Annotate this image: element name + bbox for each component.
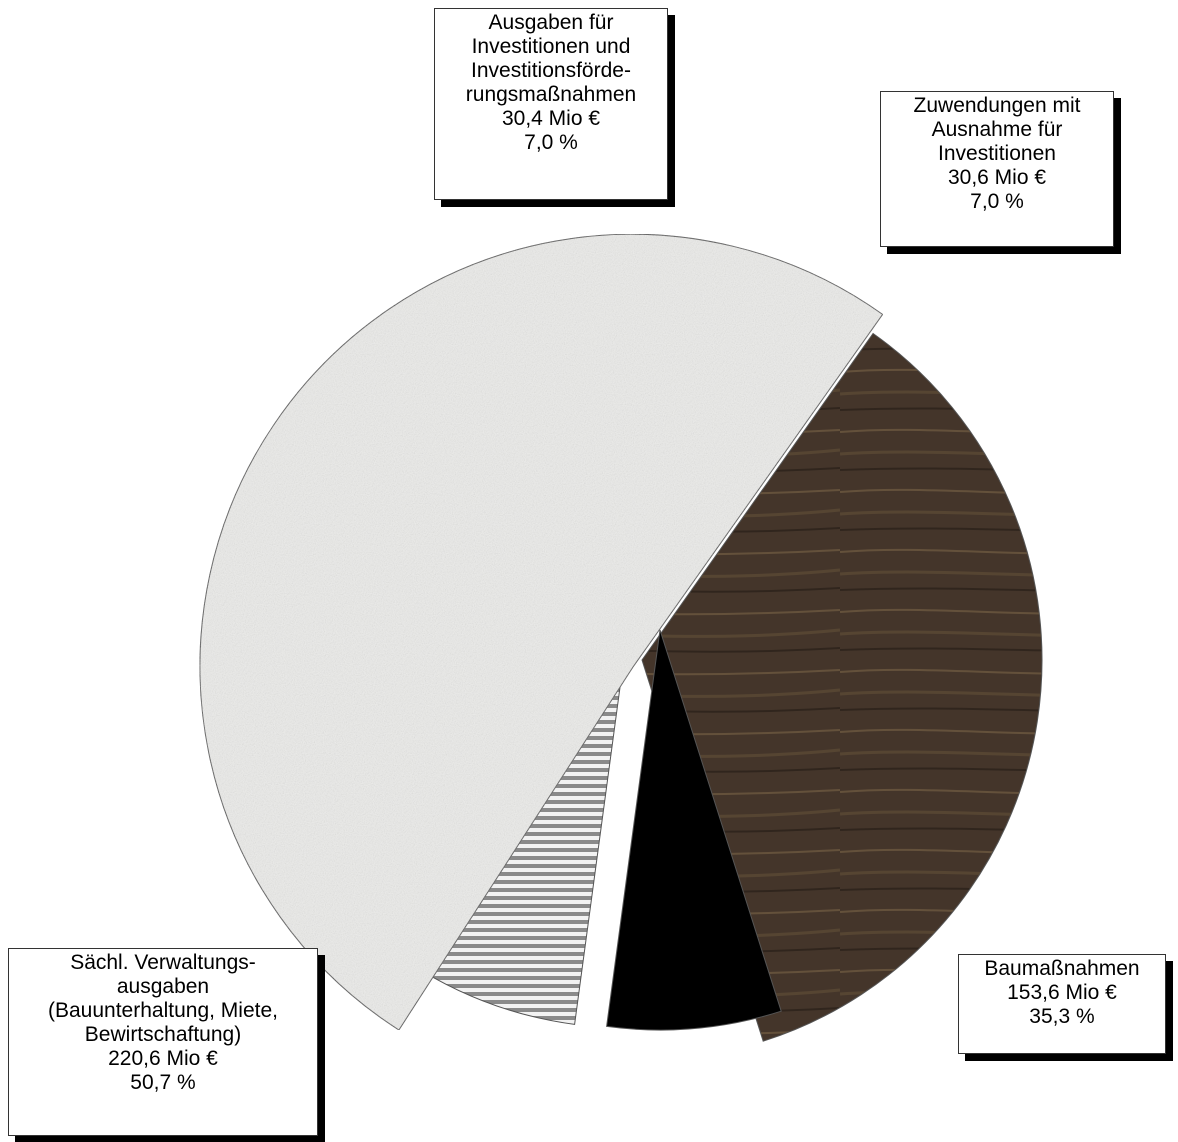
slice-label-text: (Bauunterhaltung, Miete, (48, 999, 278, 1022)
slice-label-baumassnahmen: Baumaßnahmen 153,6 Mio € 35,3 % (958, 954, 1166, 1054)
slice-value: 153,6 Mio € (1007, 981, 1117, 1004)
slice-label-text: Ausnahme für (931, 118, 1063, 141)
slice-label-text: Investitionsförde- (471, 59, 631, 82)
slice-label-text: Investitionen und (471, 35, 631, 58)
slice-percent: 50,7 % (130, 1071, 196, 1094)
slice-label-text: Ausgaben für (488, 11, 614, 34)
slice-value: 30,4 Mio € (501, 107, 601, 130)
slice-saechl-verwaltungsausgaben (199, 233, 884, 1031)
pie-slices (199, 233, 1043, 1042)
slice-label-investitionen: Ausgaben für Investitionen und Investiti… (434, 8, 668, 200)
slice-value: 30,6 Mio € (947, 166, 1047, 189)
slice-label-text: Baumaßnahmen (984, 957, 1140, 980)
slice-label-text: Bewirtschaftung) (84, 1023, 242, 1046)
slice-label-text: ausgaben (116, 975, 210, 998)
slice-percent: 35,3 % (1029, 1005, 1095, 1028)
slice-label-text: Zuwendungen mit (913, 94, 1081, 117)
slice-label-text: rungsmaßnahmen (465, 83, 637, 106)
slice-percent: 7,0 % (970, 190, 1024, 213)
slice-label-text: Investitionen (938, 142, 1056, 165)
slice-label-text: Sächl. Verwaltungs- (70, 951, 256, 974)
slice-label-saechl-verwaltungsausgaben: Sächl. Verwaltungs- ausgaben (Bauunterha… (8, 948, 318, 1136)
slice-percent: 7,0 % (524, 131, 578, 154)
slice-baumassnahmen (641, 332, 1043, 1042)
slice-zuwendungen (606, 629, 782, 1031)
slice-value: 220,6 Mio € (108, 1047, 218, 1070)
slice-label-zuwendungen: Zuwendungen mit Ausnahme für Investition… (880, 91, 1114, 247)
